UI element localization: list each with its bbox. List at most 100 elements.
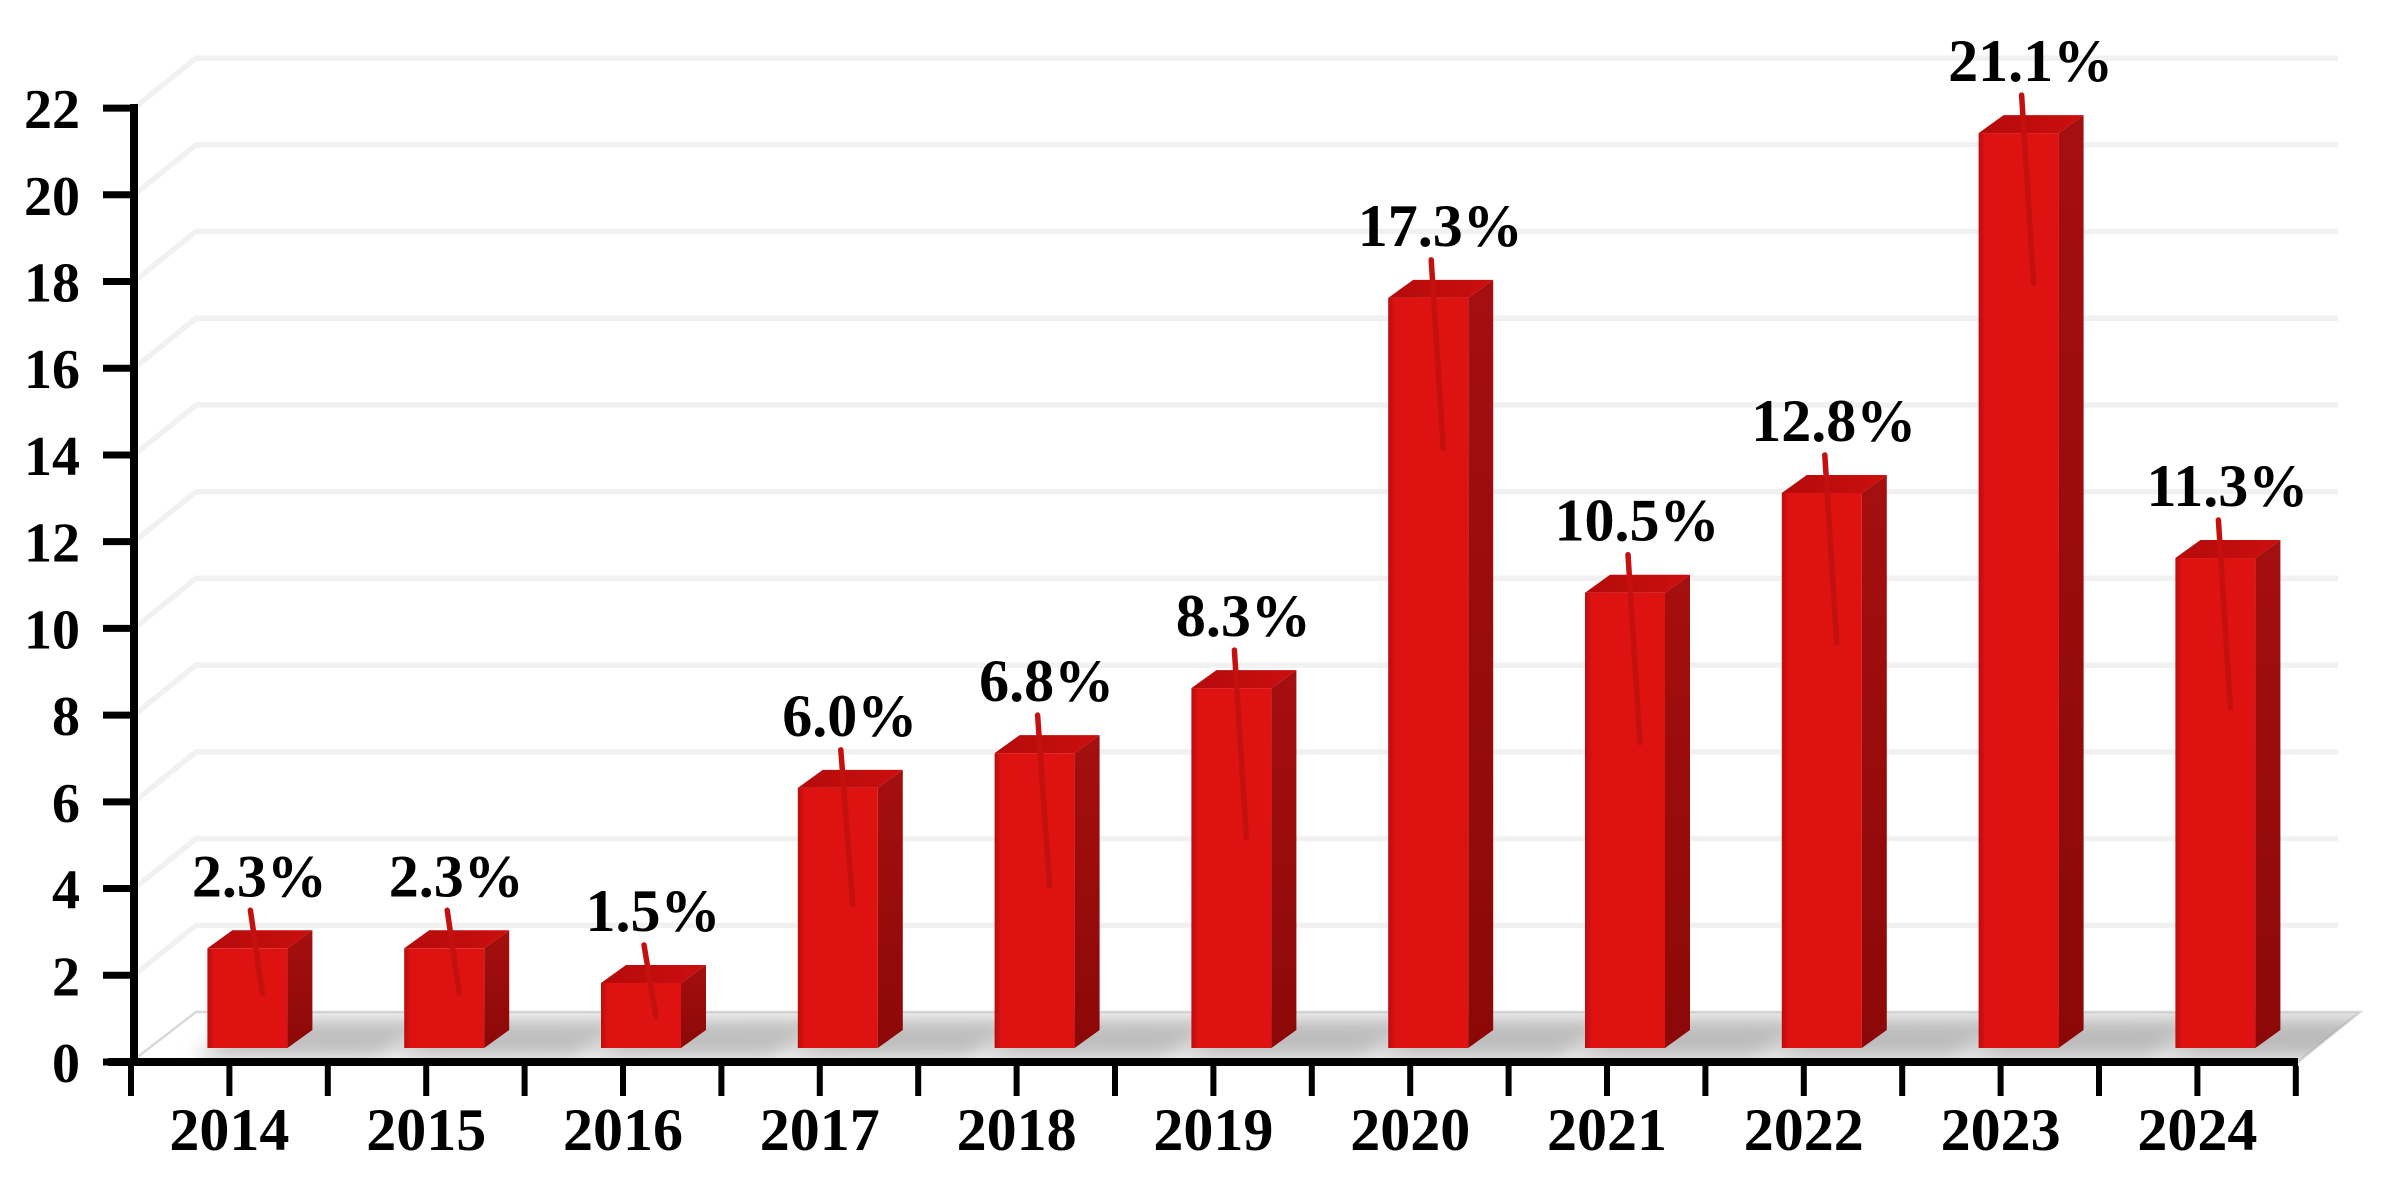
bar-top-face [1585, 574, 1690, 593]
bar-side-face [287, 930, 313, 1048]
x-tick-label: 2022 [1744, 1097, 1864, 1163]
bar-2017 [797, 747, 903, 1048]
bar-side-face [681, 964, 706, 1048]
bar-front-face [1585, 592, 1665, 1048]
bar-top-face [1388, 279, 1494, 298]
bar-top-face [1978, 115, 2084, 134]
bar-top-face [994, 735, 1100, 754]
data-label: 12.8% [1751, 388, 1916, 454]
y-tick-label: 22 [24, 79, 80, 141]
bar-side-face [1468, 279, 1494, 1048]
y-tick-label: 4 [52, 860, 80, 922]
data-label: 6.8% [979, 648, 1114, 714]
bar-front-face [404, 948, 485, 1048]
bar-front-face [1388, 297, 1469, 1048]
x-tick-label: 2015 [366, 1097, 486, 1163]
gridline [132, 228, 2338, 284]
y-tick-label: 16 [24, 339, 80, 401]
x-tick-label: 2023 [1941, 1097, 2061, 1163]
gridline [132, 55, 2338, 111]
bar-top-face [797, 769, 903, 788]
error-bar [2215, 517, 2234, 711]
x-tick-label: 2020 [1350, 1097, 1470, 1163]
error-bar [641, 942, 659, 1020]
data-label: 2.3% [389, 843, 524, 909]
error-bar [1428, 257, 1446, 451]
bar-front-face [1191, 688, 1272, 1048]
bar-2023 [1978, 92, 2084, 1048]
x-tick-label: 2017 [760, 1097, 880, 1163]
gridline [132, 488, 2338, 544]
error-bar [1625, 551, 1643, 746]
data-label: 8.3% [1176, 583, 1311, 649]
bar-side-face [484, 930, 510, 1048]
error-bar [838, 747, 856, 908]
bar-front-face [797, 787, 878, 1048]
bar-layer [207, 92, 2281, 1048]
bar-side-face [877, 769, 903, 1048]
bar-2020 [1388, 257, 1494, 1048]
bar-2014 [207, 907, 313, 1048]
y-tick-label: 10 [24, 599, 80, 661]
y-tick-label: 18 [24, 253, 80, 315]
bar-top-face [1781, 474, 1887, 493]
bar-front-face [1781, 492, 1862, 1048]
bar-front-face [994, 753, 1075, 1048]
bar-front-face [601, 982, 681, 1048]
gridline [132, 402, 2338, 458]
bar-2018 [994, 712, 1100, 1048]
y-tick-label: 12 [24, 513, 80, 575]
y-tick-label: 20 [24, 166, 80, 228]
bar-top-face [1191, 670, 1297, 689]
bar-2024 [2175, 517, 2281, 1048]
bar-2021 [1585, 551, 1690, 1048]
data-label: 11.3% [2147, 453, 2309, 519]
bar-side-face [1271, 670, 1297, 1048]
bar-2022 [1781, 452, 1887, 1048]
x-tick-label: 2018 [957, 1097, 1077, 1163]
bar-2016 [601, 942, 706, 1048]
error-bar [247, 907, 266, 996]
data-label: 21.1% [1948, 28, 2113, 94]
x-tick-label: 2021 [1547, 1097, 1667, 1163]
y-tick-label: 8 [52, 686, 80, 748]
x-tick-label: 2014 [169, 1097, 289, 1163]
bar-side-face [2255, 540, 2281, 1048]
error-bar [1231, 647, 1250, 841]
error-bar [2018, 92, 2037, 286]
y-tick-label: 0 [52, 1033, 80, 1095]
data-label: 2.3% [192, 843, 327, 909]
data-label: 17.3% [1358, 193, 1523, 259]
x-tick-label: 2019 [1153, 1097, 1273, 1163]
data-label: 6.0% [782, 683, 917, 749]
bar-side-face [1665, 574, 1690, 1048]
bar-top-face [2175, 540, 2281, 559]
x-tick-label: 2016 [563, 1097, 683, 1163]
gridline [132, 142, 2338, 197]
bar-side-face [2058, 115, 2084, 1048]
data-label: 10.5% [1555, 488, 1720, 554]
bar-front-face [2175, 558, 2256, 1048]
error-bar [444, 907, 462, 996]
y-tick-label: 2 [52, 946, 80, 1008]
x-tick-label: 2024 [2137, 1097, 2257, 1163]
error-bar [1822, 452, 1840, 646]
bar-2015 [404, 907, 510, 1048]
axis-layer: 0 2 4 6 8 10 12 14 16 18 20 22 [24, 79, 2299, 1096]
data-label: 1.5% [586, 878, 721, 944]
y-tick-label: 14 [24, 426, 80, 488]
bar-front-face [207, 948, 288, 1048]
bar-top-face [404, 930, 510, 949]
bar-top-face [601, 964, 706, 983]
data-label-layer: 2.3% 2014 2.3% 2015 1.5% 2016 6.0% 2017 6.8% 2018… [169, 28, 2308, 1163]
gridline [132, 315, 2338, 371]
error-bar [1034, 712, 1053, 889]
y-tick-label: 6 [52, 773, 80, 835]
bar-2019 [1191, 647, 1297, 1048]
bar-front-face [1978, 133, 2059, 1048]
bar-top-face [207, 930, 313, 949]
bar-side-face [1861, 474, 1887, 1048]
bar-side-face [1074, 735, 1100, 1048]
